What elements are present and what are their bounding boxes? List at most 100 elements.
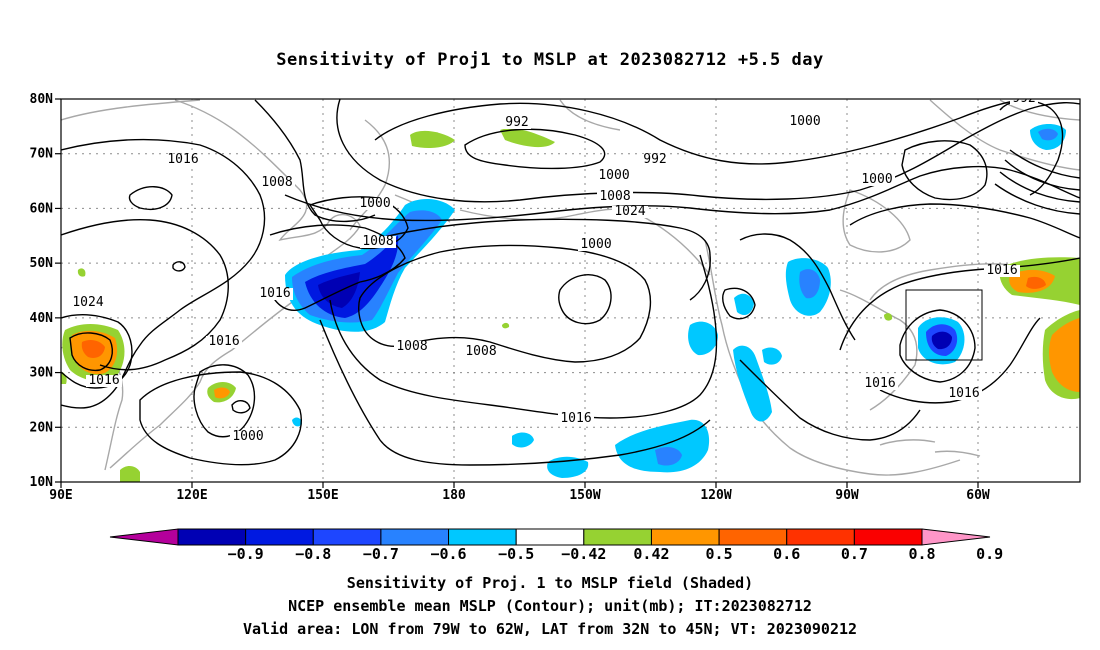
- contour-label: 1000: [232, 429, 263, 444]
- shading-neg-tropics: [512, 432, 534, 448]
- contour-label-mask: [360, 236, 396, 248]
- contour-1016-atl-west: [839, 257, 1080, 351]
- shading-pos-dateline: [502, 322, 510, 329]
- valid-area-box: [905, 289, 983, 361]
- shading-neg-mexico: [762, 347, 782, 365]
- contour-label-mask: [596, 170, 632, 182]
- lat-tick-label: 60N: [30, 201, 54, 216]
- contour-1024-center: [557, 274, 612, 325]
- contour-label-mask: [787, 116, 823, 128]
- lat-tick-label: 30N: [30, 366, 54, 381]
- contour-label-mask: [165, 154, 201, 166]
- contour-label: 1008: [599, 189, 630, 204]
- colorbar-label: −0.9: [228, 545, 264, 563]
- contour-1000-scs: [193, 364, 256, 438]
- contour-label: 1000: [598, 168, 629, 183]
- contour-1008-india: [61, 314, 133, 389]
- contour-iceland-2: [1004, 159, 1080, 191]
- contour-label: 1016: [259, 286, 290, 301]
- lon-tick-label: 90E: [49, 488, 72, 503]
- contour-label: 1016: [560, 411, 591, 426]
- contour-iceland-4: [994, 183, 1080, 215]
- contour-label-mask: [859, 174, 895, 186]
- colorbar-swatch: [650, 528, 720, 546]
- colorbar-label: −0.42: [561, 545, 606, 563]
- contour-labels: 1016 1008 1000 992 992 1000 992 1000 1008 1000 100…: [70, 99, 1038, 444]
- lon-tick-label: 90W: [835, 488, 859, 503]
- longitude-axis: 90E 120E 150E 180 150W 120W 90W 60W: [49, 482, 990, 503]
- contour-label-mask: [1010, 99, 1038, 105]
- contour-label: 1016: [864, 376, 895, 391]
- contour-label-mask: [259, 177, 295, 189]
- colorbar-max-arrow: [921, 528, 991, 546]
- lat-tick-label: 50N: [30, 256, 54, 271]
- contour-pac-small-2: [231, 400, 251, 414]
- shading-pos-azores-inner: [1049, 318, 1080, 392]
- contour-pac-small-1: [172, 261, 186, 272]
- contour-label: 1016: [88, 373, 119, 388]
- shading-neg-central-pac: [615, 419, 710, 473]
- contour-label: 1016: [167, 152, 198, 167]
- contour-label-mask: [503, 117, 531, 129]
- coastline-greenland: [929, 99, 1080, 171]
- contour-label: 1000: [861, 172, 892, 187]
- colorbar-label: −0.6: [430, 545, 466, 563]
- chart-title: Sensitivity of Proj1 to MSLP at 20230827…: [276, 50, 824, 70]
- colorbar-label: −0.5: [498, 545, 534, 563]
- colorbar-swatch: [312, 528, 382, 546]
- contour-1000-west-pac: [254, 99, 376, 223]
- colorbar-swatch: [786, 528, 855, 546]
- colorbar-label: −0.7: [363, 545, 399, 563]
- coastline-alaska: [459, 99, 711, 276]
- contour-rockies: [722, 287, 756, 320]
- contour-label: 1008: [396, 339, 427, 354]
- contour-label: 1008: [261, 175, 292, 190]
- contour-1000-greenland: [901, 140, 988, 201]
- contour-label-mask: [578, 239, 614, 251]
- contour-1000-kamchatka: [308, 196, 409, 250]
- lat-tick-label: 10N: [30, 475, 54, 490]
- lon-tick-label: 60W: [966, 488, 990, 503]
- lon-tick-label: 120W: [700, 488, 731, 503]
- contour-label: 1016: [948, 386, 979, 401]
- colorbar-label: 0.6: [773, 545, 800, 563]
- shading-pos-india-core: [81, 339, 105, 358]
- contour-1016-india-inner: [69, 332, 113, 372]
- contour-label-mask: [70, 297, 106, 309]
- contour-label-mask: [862, 378, 898, 390]
- shading-pos-scs-inner: [214, 387, 230, 399]
- contour-label: 992: [643, 152, 666, 167]
- contour-1016-atl-low: [899, 309, 976, 383]
- contour-1016-subtropical: [329, 254, 718, 419]
- shading-pos-central-asia: [77, 268, 86, 277]
- contour-992-arctic: [464, 128, 606, 170]
- caption-shading: Sensitivity of Proj. 1 to MSLP field (Sh…: [346, 574, 754, 592]
- contour-label-mask: [206, 336, 242, 348]
- contour-iceland-1: [1009, 149, 1080, 179]
- caption-contour: NCEP ensemble mean MSLP (Contour); unit(…: [288, 597, 812, 615]
- shading-neg-arctic-atl-inner: [1038, 128, 1058, 141]
- shading-neg-great-lakes-inner: [799, 269, 820, 299]
- contour-label-mask: [257, 288, 293, 300]
- colorbar-swatch: [718, 528, 788, 546]
- colorbar-swatch: [515, 528, 585, 546]
- shading-neg-central-pac-inner: [655, 447, 682, 466]
- colorbar-label: −0.8: [295, 545, 331, 563]
- contour-1016-tropics: [739, 359, 921, 441]
- contour-label-mask: [394, 341, 430, 353]
- contour-label-mask: [984, 265, 1020, 277]
- contour-label: 1008: [362, 234, 393, 249]
- lat-tick-label: 70N: [30, 147, 54, 162]
- contour-label-mask: [641, 154, 669, 166]
- contour-label: 992: [505, 115, 528, 130]
- colorbar-label: 0.42: [633, 545, 669, 563]
- contour-label: 1016: [986, 263, 1017, 278]
- colorbar: −0.9 −0.8 −0.7 −0.6 −0.5 −0.42 0.42 0.5 0.6 0.7 0.…: [109, 528, 1003, 563]
- lon-tick-label: 150E: [307, 488, 338, 503]
- contour-label-mask: [597, 191, 633, 203]
- lon-tick-label: 180: [442, 488, 466, 503]
- contour-1008-arc: [284, 165, 1080, 222]
- shading-pos-gulf-maine: [884, 313, 893, 321]
- latitude-axis: 80N 70N 60N 50N 40N 30N 20N 10N: [30, 92, 61, 490]
